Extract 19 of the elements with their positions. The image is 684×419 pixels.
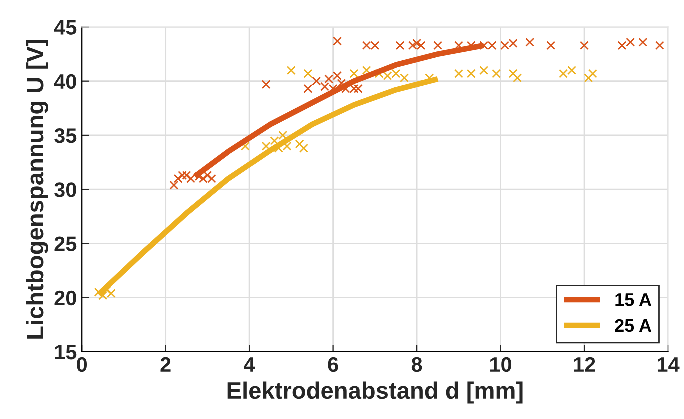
x-tick-label: 6 <box>328 357 338 372</box>
y-tick-label: 40 <box>54 74 76 90</box>
y-tick-label: 25 <box>54 236 77 252</box>
legend-label: 25 A <box>615 319 652 332</box>
y-tick-label: 35 <box>54 128 77 144</box>
x-tick-label: 2 <box>160 357 171 372</box>
y-tick-label: 30 <box>54 182 76 198</box>
x-tick-label: 4 <box>244 358 256 372</box>
y-tick-label: 15 <box>55 345 77 360</box>
x-tick-label: 8 <box>412 357 422 372</box>
y-tick-label: 20 <box>54 290 76 306</box>
x-tick-label: 0 <box>77 357 88 372</box>
x-tick-label: 14 <box>658 358 680 372</box>
legend-label: 15 A <box>616 294 652 306</box>
x-tick-label: 10 <box>490 357 512 372</box>
x-tick-label: 12 <box>574 357 596 372</box>
y-tick-label: 45 <box>54 20 77 35</box>
x-axis-title: Elektrodenabstand d [mm] <box>228 382 523 404</box>
y-axis-title: Lichtbogenspannung U [V] <box>26 40 48 339</box>
